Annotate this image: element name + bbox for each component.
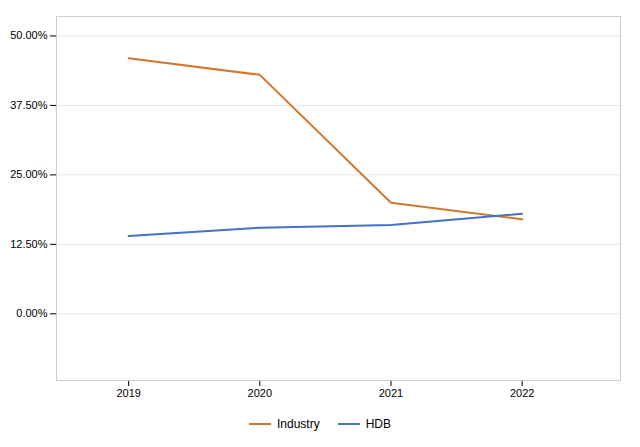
svg-text:25.00%: 25.00% <box>10 168 48 180</box>
svg-text:2021: 2021 <box>379 387 403 399</box>
svg-text:2020: 2020 <box>248 387 272 399</box>
svg-text:0.00%: 0.00% <box>16 307 47 319</box>
html-text:Industry: Industry <box>277 417 320 431</box>
svg-text:50.00%: 50.00% <box>10 29 48 41</box>
svg-text:37.50%: 37.50% <box>10 99 48 111</box>
svg-text:12.50%: 12.50% <box>10 238 48 250</box>
html-text:HDB: HDB <box>365 417 391 431</box>
svg-text:2019: 2019 <box>116 387 140 399</box>
svg-text:2022: 2022 <box>510 387 534 399</box>
